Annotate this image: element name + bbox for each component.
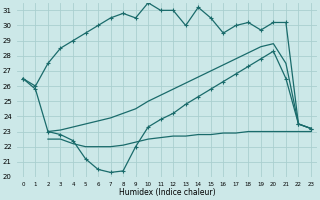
X-axis label: Humidex (Indice chaleur): Humidex (Indice chaleur) (119, 188, 215, 197)
